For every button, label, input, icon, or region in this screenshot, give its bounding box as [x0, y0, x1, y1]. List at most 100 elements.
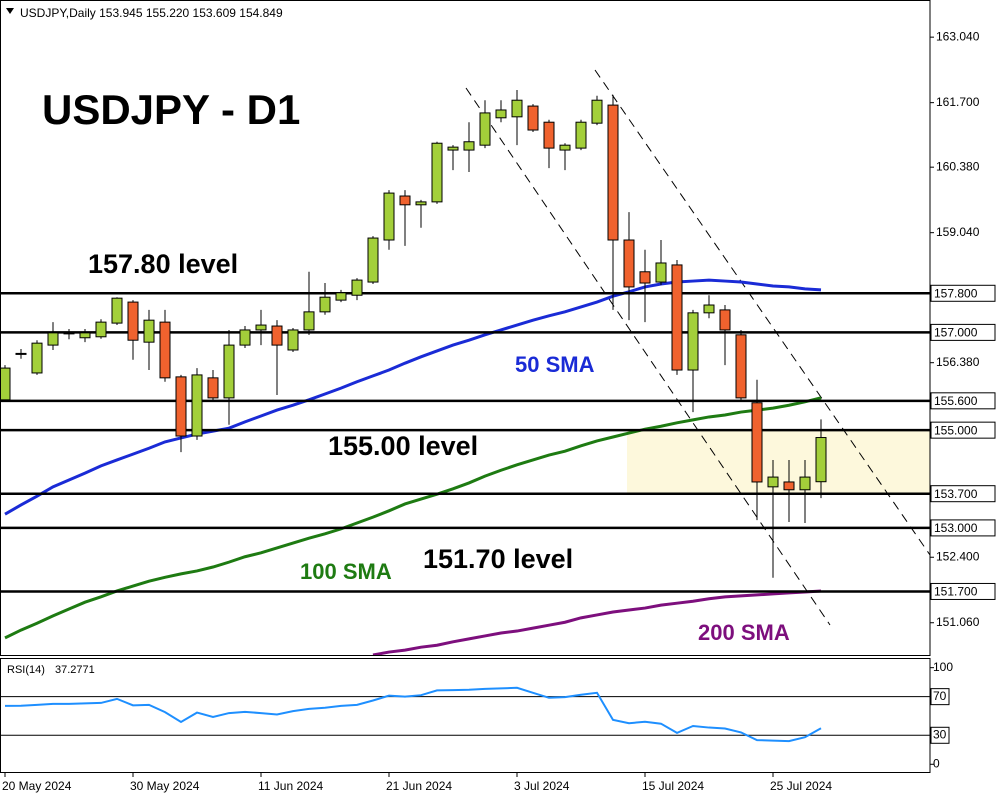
candle-body [319, 296, 331, 313]
channel-line [594, 69, 931, 556]
candle-body [271, 325, 283, 346]
candle-body [191, 374, 203, 437]
x-tick-label: 11 Jun 2024 [258, 779, 323, 793]
level-box [930, 323, 996, 341]
line-series [372, 589, 822, 655]
y-tick-label: 100 [933, 660, 953, 674]
candle-body [511, 99, 523, 118]
candle-body [751, 402, 763, 483]
candle-body [223, 344, 235, 399]
line-series [4, 278, 822, 516]
candle-body [127, 301, 139, 341]
candle-body [63, 332, 75, 335]
line-series [4, 686, 822, 743]
x-tick-label: 21 Jun 2024 [386, 779, 452, 793]
rsi-value: 37.2771 [55, 664, 95, 676]
level-box [930, 485, 996, 503]
candle-body [623, 239, 635, 288]
candle-body [175, 376, 187, 437]
y-tick-label: 163.040 [936, 29, 980, 43]
chart-title: USDJPY - D1 [42, 86, 300, 133]
y-tick-label: 152.400 [936, 549, 980, 563]
candle-body [303, 311, 315, 331]
candle-body [559, 144, 571, 151]
line-series [4, 396, 822, 640]
candle-body [639, 271, 651, 284]
level-box [930, 284, 996, 302]
x-tick-label: 30 May 2024 [130, 779, 200, 793]
y-tick-label: 160.380 [936, 159, 980, 173]
candle-body [655, 262, 667, 283]
candle-body [79, 332, 91, 339]
level-label: 155.600 [934, 394, 978, 408]
sma-label: 100 SMA [300, 559, 392, 584]
candle-body [463, 141, 475, 151]
level-note: 151.70 level [423, 544, 573, 574]
tick-box [930, 726, 950, 744]
candle-body [815, 437, 827, 483]
candle-body [783, 481, 795, 491]
candle-body [207, 377, 219, 399]
y-tick-label: 156.380 [936, 355, 980, 369]
candle-body [0, 367, 11, 401]
y-tick-label: 159.040 [936, 225, 980, 239]
sma-label: 200 SMA [698, 620, 790, 645]
candle-body [575, 121, 587, 149]
level-label: 153.700 [934, 487, 978, 501]
level-label: 155.000 [934, 423, 978, 437]
candle-body [591, 99, 603, 124]
level-label: 151.700 [934, 585, 978, 599]
menu-arrow [6, 8, 14, 14]
y-tick-label: 161.700 [936, 95, 980, 109]
candle-body [287, 329, 299, 351]
candle-body [431, 142, 443, 203]
x-tick-label: 3 Jul 2024 [514, 779, 570, 793]
candle-body [95, 321, 107, 338]
y-tick-label: 151.060 [936, 615, 980, 629]
candle-body [543, 121, 555, 149]
tick-box [930, 688, 950, 706]
level-label: 157.800 [934, 286, 978, 300]
candle-body [799, 476, 811, 491]
candle-body [703, 304, 715, 314]
y-tick-label: 30 [933, 727, 947, 741]
level-box [930, 392, 996, 410]
y-tick-label: 0 [933, 756, 940, 770]
candle-body [47, 332, 59, 346]
candle-body [31, 342, 43, 374]
candle-body [159, 321, 171, 379]
sma-label: 50 SMA [515, 352, 595, 377]
candle-body [239, 329, 251, 346]
header: USDJPY,Daily 153.945 155.220 153.609 154… [20, 6, 283, 20]
candle-body [447, 146, 459, 151]
candle-body [735, 334, 747, 399]
candle-body [687, 312, 699, 371]
x-tick-label: 20 May 2024 [2, 779, 72, 793]
level-box [930, 519, 996, 537]
y-tick-label: 70 [933, 689, 947, 703]
candle-body [335, 292, 347, 301]
candle-body [719, 309, 731, 331]
level-note: 157.80 level [88, 249, 238, 279]
candle-body [351, 279, 363, 296]
level-box [930, 582, 996, 600]
level-box [930, 421, 996, 439]
candle-body [15, 352, 27, 355]
candle-body [111, 297, 123, 324]
x-tick-label: 25 Jul 2024 [770, 779, 832, 793]
candle-body [607, 104, 619, 241]
candle-body [255, 324, 267, 331]
x-tick-label: 15 Jul 2024 [642, 779, 704, 793]
candle-body [415, 201, 427, 206]
candle-body [527, 105, 539, 131]
level-label: 157.000 [934, 326, 978, 340]
level-note: 155.00 level [328, 431, 478, 461]
candle-body [367, 237, 379, 283]
candle-body [399, 195, 411, 206]
level-label: 153.000 [934, 521, 978, 535]
candle-body [383, 192, 395, 241]
channel-line [465, 87, 831, 626]
rsi-frame [0, 658, 931, 773]
price-frame [0, 0, 931, 656]
